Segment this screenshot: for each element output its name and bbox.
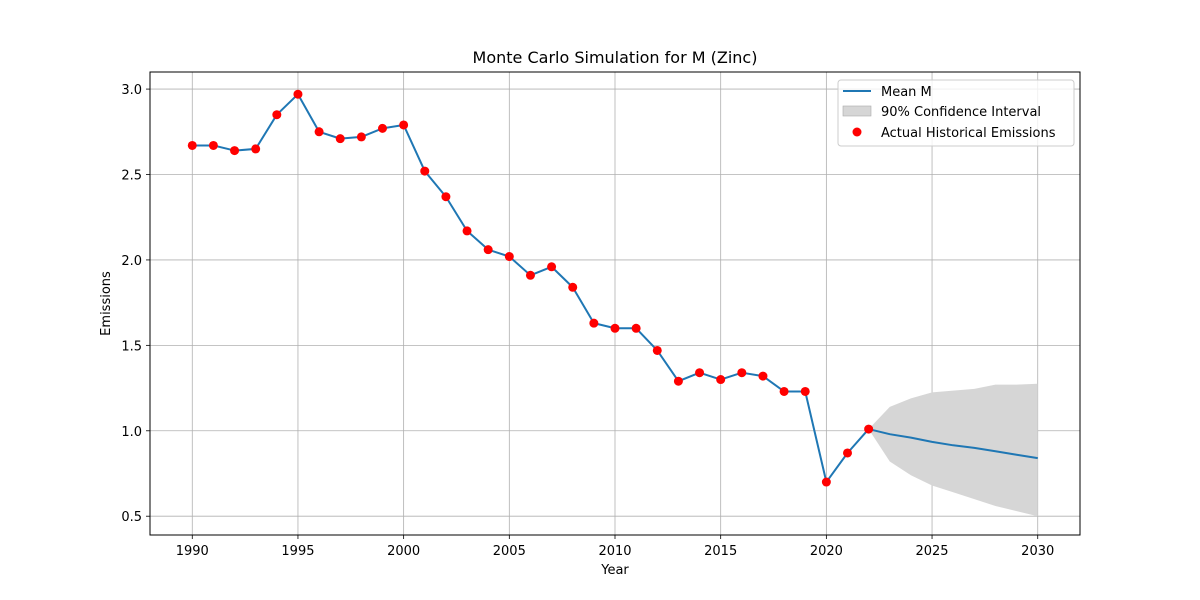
y-tick-label: 1.5 [121, 339, 142, 354]
y-axis-title: Emissions [99, 271, 114, 336]
historical-point [251, 144, 261, 154]
historical-point [504, 252, 514, 262]
historical-point [293, 89, 303, 99]
historical-point [800, 386, 810, 396]
x-tick-label: 1990 [176, 544, 209, 559]
historical-point [399, 120, 409, 130]
historical-point [208, 140, 218, 150]
grid [150, 72, 1080, 535]
confidence-band-layer [868, 383, 1038, 517]
historical-point [230, 146, 240, 156]
ticks: 1990 1995 2000 2005 2010 2015 2020 2025 2030 0.5 1… [121, 83, 1054, 559]
historical-point [610, 323, 620, 333]
historical-point [314, 127, 324, 137]
legend-confidence-swatch [842, 105, 872, 117]
chart-title: Monte Carlo Simulation for M (Zinc) [473, 48, 758, 67]
x-tick-label: 2015 [704, 544, 737, 559]
historical-point [631, 323, 641, 333]
historical-point [356, 132, 366, 142]
legend-label-historical: Actual Historical Emissions [881, 126, 1056, 141]
x-axis-title: Year [600, 563, 629, 578]
historical-point [525, 270, 535, 280]
historical-point [378, 123, 387, 133]
y-tick-label: 3.0 [121, 83, 142, 98]
x-tick-label: 2010 [598, 544, 631, 559]
legend-label-mean: Mean M [881, 85, 932, 100]
historical-point [737, 368, 747, 378]
y-tick-label: 2.0 [121, 254, 142, 269]
x-tick-label: 2005 [493, 544, 526, 559]
x-tick-label: 2000 [387, 544, 420, 559]
historical-point [483, 245, 493, 255]
x-tick-label: 2025 [915, 544, 948, 559]
historical-point [779, 386, 789, 396]
historical-point [187, 140, 197, 150]
historical-point [843, 448, 852, 458]
historical-point [695, 368, 705, 378]
x-tick-label: 1995 [281, 544, 314, 559]
legend-label-confidence: 90% Confidence Interval [881, 105, 1041, 120]
historical-point [441, 192, 451, 202]
y-tick-label: 0.5 [121, 510, 142, 525]
historical-point [272, 110, 282, 120]
legend: Mean M 90% Confidence Interval Actual Hi… [837, 79, 1075, 147]
historical-point [462, 226, 472, 236]
historical-point [673, 376, 683, 386]
x-tick-label: 2030 [1021, 544, 1054, 559]
historical-point [547, 262, 557, 272]
legend-box [837, 79, 1075, 147]
historical-points-layer [187, 89, 874, 487]
historical-point [589, 318, 599, 328]
historical-point [821, 477, 831, 487]
legend-historical-swatch [852, 127, 862, 137]
x-tick-label: 2020 [810, 544, 843, 559]
y-tick-label: 2.5 [121, 169, 142, 184]
historical-point [864, 424, 874, 434]
historical-point [652, 345, 662, 355]
historical-point [568, 282, 578, 292]
historical-point [420, 166, 430, 176]
historical-point [335, 134, 345, 144]
historical-point [758, 371, 768, 381]
confidence-band [868, 383, 1038, 517]
historical-point [716, 375, 726, 385]
y-tick-label: 1.0 [121, 425, 142, 440]
